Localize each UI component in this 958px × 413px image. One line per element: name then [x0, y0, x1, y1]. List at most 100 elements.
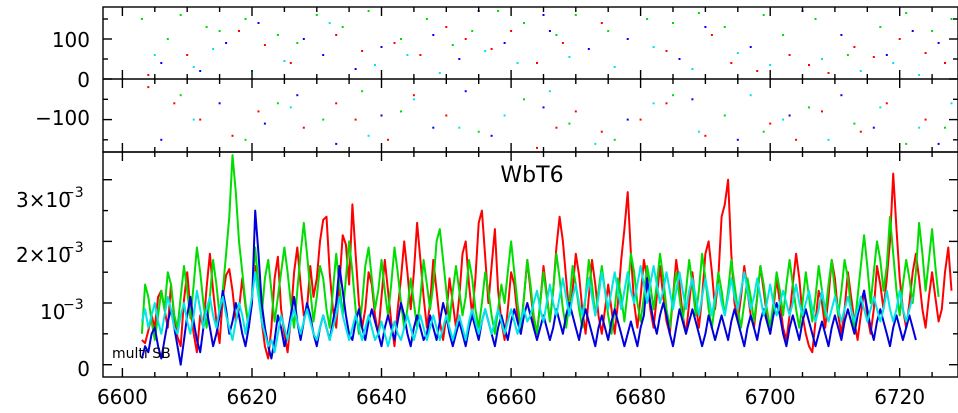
- middle-panel-point: [808, 106, 810, 109]
- top-panel-point: [199, 70, 202, 72]
- middle-panel-point: [672, 94, 674, 97]
- top-panel-point: [212, 48, 215, 50]
- top-panel-point: [166, 38, 169, 40]
- middle-panel-point: [380, 114, 383, 117]
- top-panel-point: [821, 58, 823, 60]
- middle-panel-point: [697, 130, 700, 133]
- top-panel-point: [892, 62, 895, 64]
- top-panel-point: [490, 48, 493, 50]
- bottom-y-tick-label-1e-3-exponent: −3: [63, 297, 84, 313]
- top-panel-point: [510, 30, 513, 32]
- top-panel-points: [140, 10, 953, 76]
- top-panel-point: [432, 34, 435, 36]
- top-panel-point: [335, 34, 338, 36]
- middle-panel-point: [523, 98, 525, 101]
- top-panel-point: [263, 44, 266, 46]
- middle-panel-point: [231, 134, 234, 137]
- middle-panel-point: [322, 118, 325, 121]
- top-panel-point: [587, 48, 590, 50]
- top-panel-point: [322, 54, 325, 56]
- top-panel-point: [542, 14, 545, 16]
- top-panel-point: [710, 34, 713, 36]
- top-panel-point: [937, 42, 940, 44]
- middle-panel-point: [542, 106, 545, 109]
- bottom-panel-lines: [140, 154, 953, 366]
- top-panel-point: [192, 66, 195, 68]
- top-panel-point: [574, 14, 577, 16]
- top-panel-point: [600, 22, 603, 24]
- middle-panel-point: [937, 142, 940, 145]
- top-panel-point: [723, 26, 726, 28]
- middle-panel-point: [412, 98, 415, 101]
- middle-panel-point: [626, 118, 629, 121]
- middle-panel-point: [445, 114, 448, 117]
- middle-panel-point: [387, 138, 389, 141]
- middle-panel-point: [263, 122, 266, 125]
- middle-panel-point: [296, 94, 299, 97]
- middle-panel-point: [782, 118, 785, 121]
- top-panel-point: [736, 52, 739, 54]
- x-tick-label: 6620: [227, 385, 278, 409]
- top-panel-point: [257, 22, 260, 24]
- top-panel-point: [160, 62, 163, 64]
- middle-panel-point: [853, 122, 856, 125]
- top-panel-point: [179, 14, 182, 16]
- top-panel-point: [419, 54, 422, 56]
- top-panel-point: [497, 10, 500, 12]
- top-panel-point: [283, 60, 286, 62]
- middle-panel-point: [568, 122, 571, 125]
- top-panel-point: [244, 18, 247, 20]
- line-series-3: [140, 209, 917, 366]
- middle-panel-point: [199, 118, 202, 121]
- x-tick-label: 6660: [486, 385, 537, 409]
- line-series-4: [140, 265, 914, 354]
- top-panel-point: [827, 72, 830, 74]
- top-panel-point: [859, 70, 862, 72]
- middle-panel-point: [594, 142, 597, 145]
- middle-panel-point: [918, 126, 921, 129]
- middle-panel-point: [367, 134, 370, 137]
- top-panel-point: [471, 30, 474, 32]
- top-panel-point: [315, 14, 318, 16]
- middle-panel-point: [179, 94, 182, 97]
- middle-y-tick-label-minus-100: −100: [35, 106, 90, 130]
- middle-panel-point: [652, 102, 655, 105]
- middle-panel-point: [503, 114, 506, 117]
- top-panel-point: [328, 22, 331, 24]
- top-panel-point: [536, 62, 538, 64]
- top-panel-point: [697, 12, 700, 14]
- top-panel-point: [652, 46, 655, 48]
- top-panel-point: [361, 50, 364, 52]
- top-panel-point: [561, 42, 564, 44]
- top-panel-point: [438, 72, 441, 74]
- middle-panel-point: [490, 134, 493, 137]
- top-panel-point: [147, 74, 150, 76]
- middle-panel-point: [795, 138, 798, 141]
- middle-panel-point: [548, 90, 551, 93]
- top-panel-point: [302, 38, 305, 40]
- top-panel-point: [425, 18, 428, 20]
- middle-panel-point: [160, 138, 163, 141]
- x-tick-label: 6720: [874, 385, 925, 409]
- top-panel-point: [225, 42, 228, 44]
- bottom-y-tick-label-1e-3: 10 −3: [40, 297, 84, 324]
- middle-panel-point: [885, 102, 888, 105]
- middle-panel-point: [464, 90, 467, 93]
- top-panel-point: [548, 30, 551, 32]
- middle-panel-point: [218, 102, 221, 105]
- middle-panel-point: [821, 110, 823, 113]
- middle-panel-point: [879, 106, 882, 109]
- top-panel-point: [646, 18, 649, 20]
- middle-panel-point: [257, 110, 260, 113]
- bottom-y-tick-label-2e-3: 2×10 −3: [16, 240, 84, 267]
- top-panel-point: [756, 70, 759, 72]
- middle-panel-point: [335, 102, 338, 105]
- middle-panel-point: [147, 86, 150, 89]
- top-panel-point: [905, 12, 908, 14]
- top-panel-point: [218, 30, 221, 32]
- top-panel-point: [568, 56, 571, 58]
- middle-panel-point: [276, 102, 279, 105]
- top-panel-point: [704, 26, 707, 28]
